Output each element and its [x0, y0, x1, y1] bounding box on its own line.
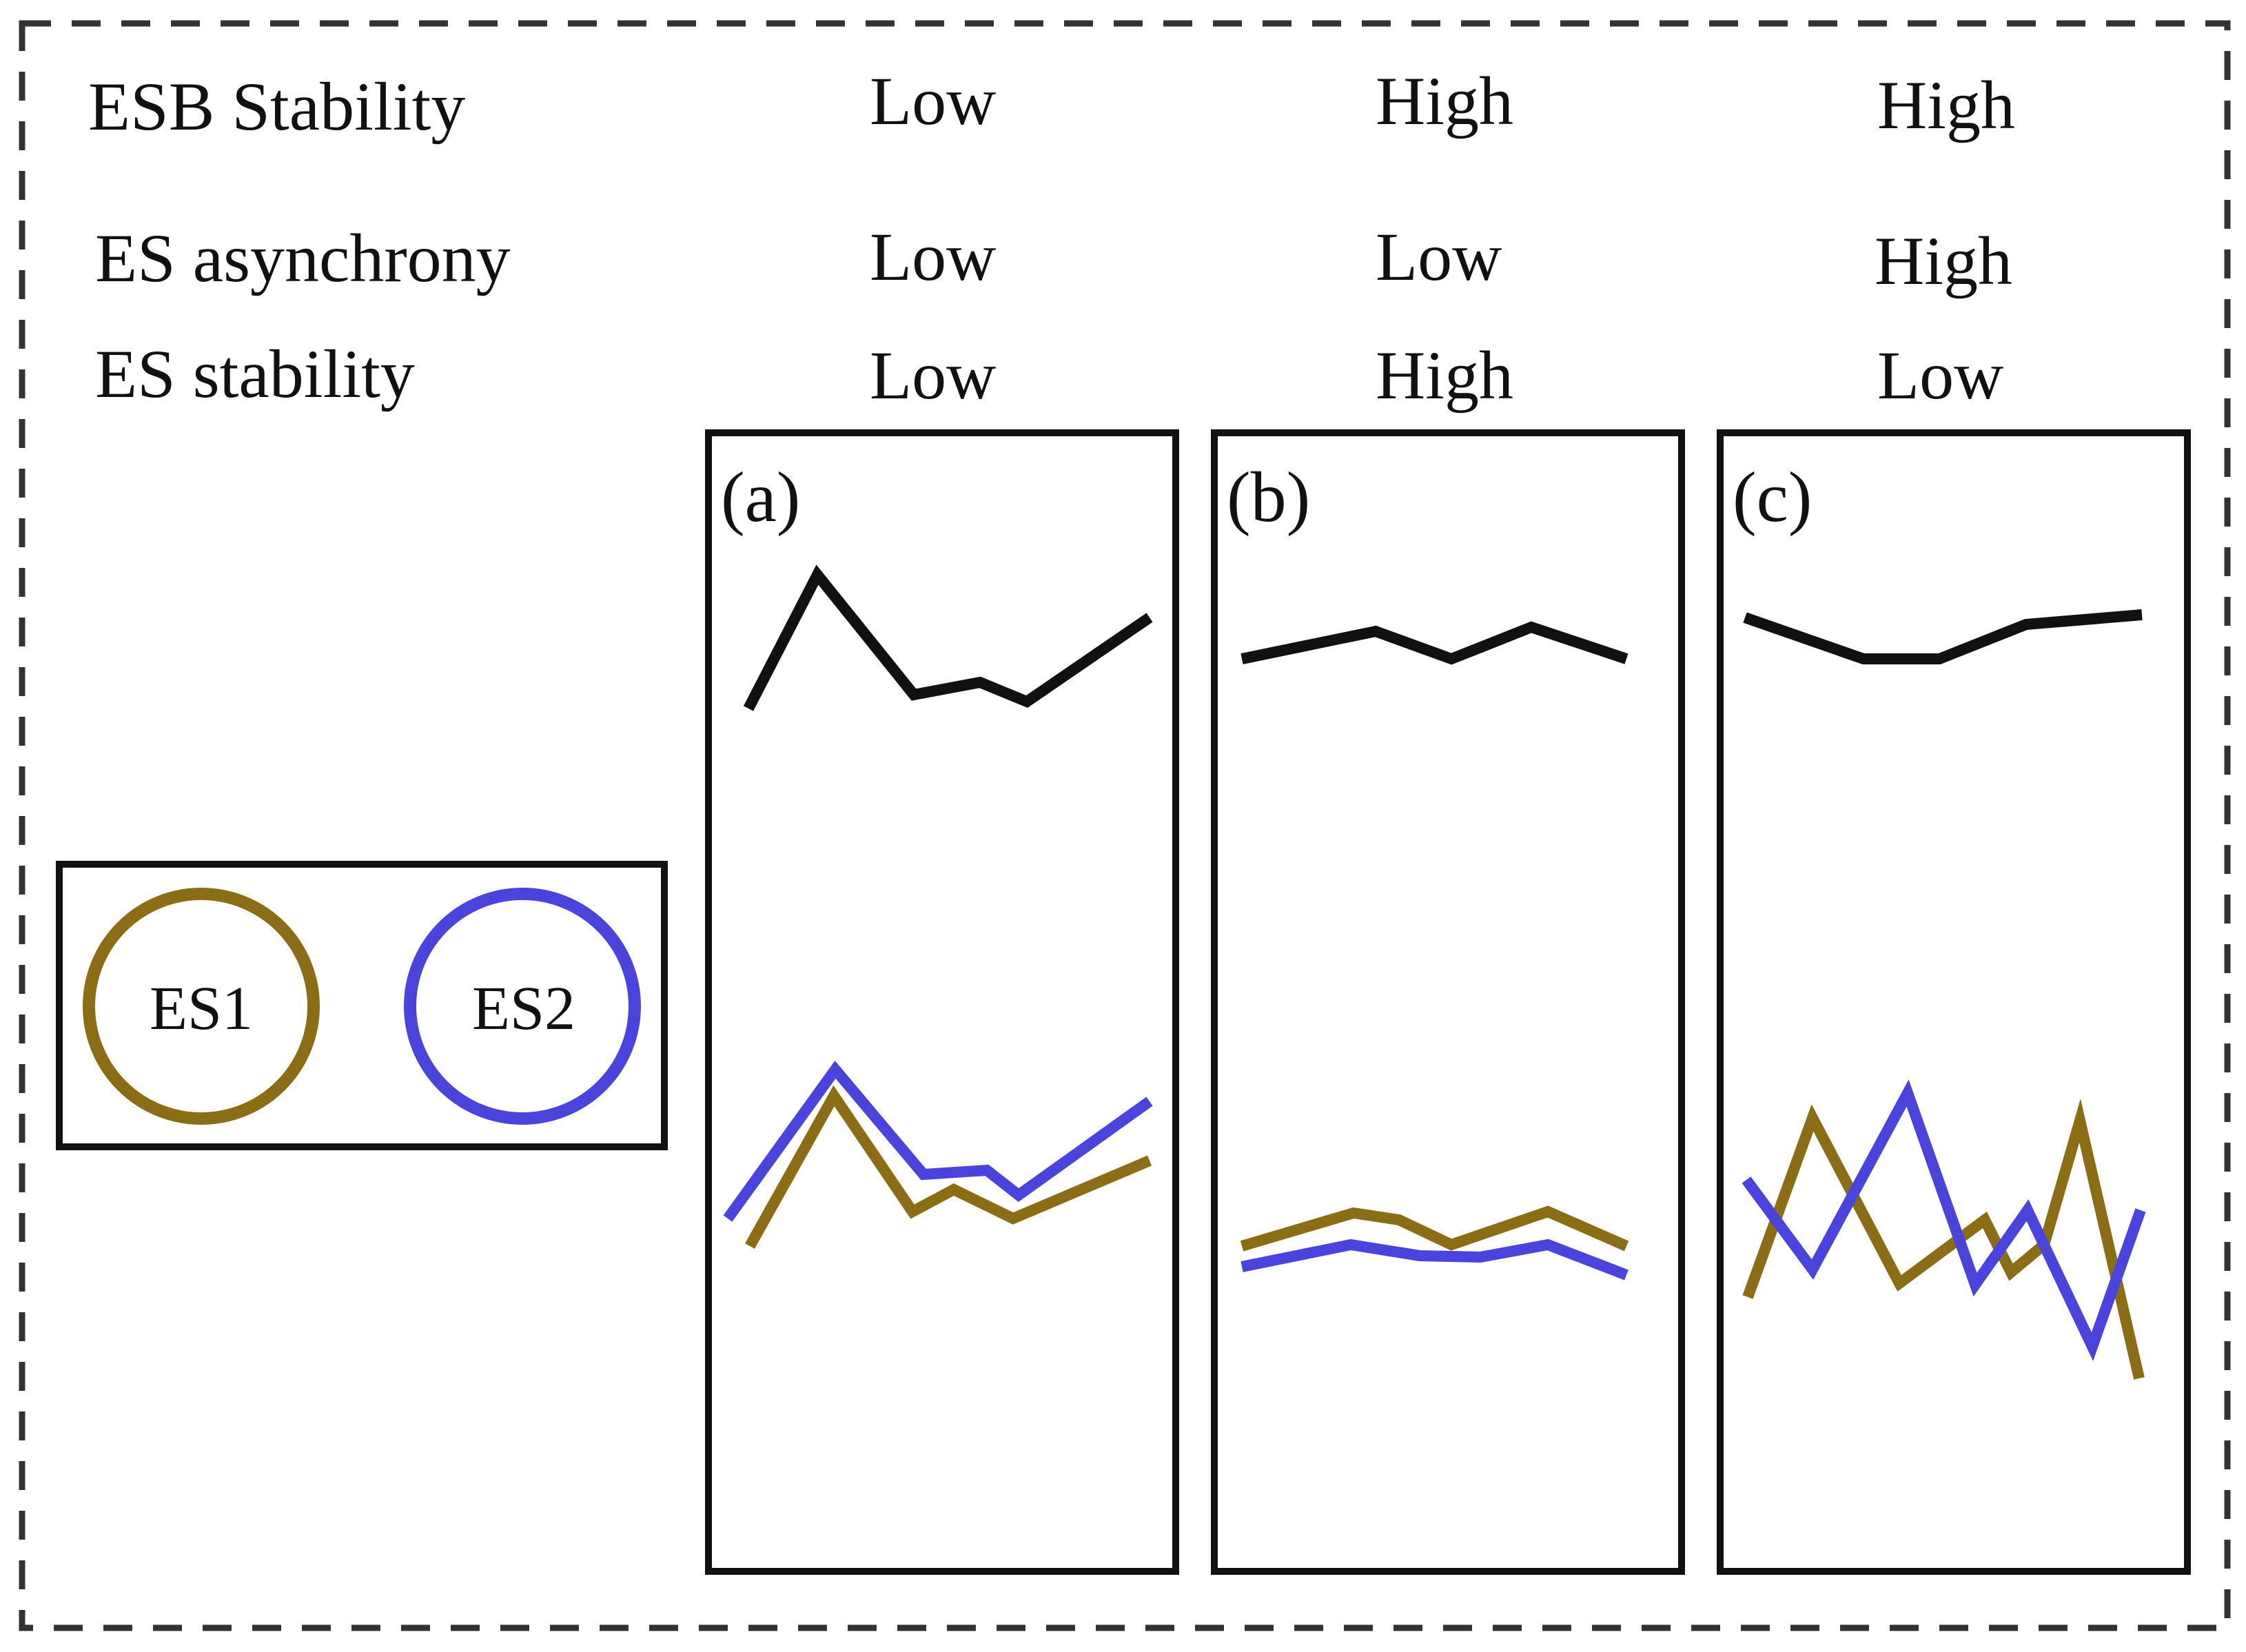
panel-c: (c)	[1717, 429, 2191, 1575]
es-asynchrony-value-a: Low	[870, 218, 996, 295]
row-label-es-stability: ES stability	[95, 336, 415, 412]
legend-frame	[56, 861, 668, 1150]
panel-c-frame	[1717, 429, 2191, 1575]
es-asynchrony-value-b: Low	[1376, 218, 1502, 295]
es-stability-value-b: High	[1376, 337, 1513, 414]
panel-c-es1-line	[1742, 1099, 2145, 1380]
esb-stability-value-a: Low	[870, 63, 996, 139]
esb-stability-value-b: High	[1376, 63, 1513, 139]
panel-a-es2-line	[723, 1061, 1153, 1222]
outer-dashed-border	[19, 20, 2231, 1631]
panel-b-esb-line	[1241, 621, 1629, 665]
es1-legend-circle	[83, 888, 320, 1125]
panel-c-letter: (c)	[1733, 458, 1812, 537]
row-label-esb-stability: ESB Stability	[88, 68, 465, 145]
panel-c-esb-line	[1743, 609, 2143, 664]
panel-c-es2-line	[1742, 1079, 2146, 1361]
panel-b-es2-line	[1241, 1238, 1629, 1281]
panel-a: (a)	[705, 429, 1179, 1575]
panel-b-frame	[1211, 429, 1685, 1575]
panel-b-letter: (b)	[1227, 458, 1310, 537]
es-stability-value-a: Low	[870, 337, 996, 414]
panel-a-frame	[705, 429, 1179, 1575]
panel-a-esb-line	[743, 564, 1153, 711]
es1-legend-label: ES1	[150, 975, 253, 1043]
esb-stability-value-c: High	[1877, 67, 2015, 143]
es-stability-value-c: Low	[1877, 337, 2003, 414]
panel-b-es1-line	[1240, 1205, 1629, 1252]
es2-legend-circle	[404, 888, 641, 1125]
es-asynchrony-value-c: High	[1875, 223, 2012, 299]
panel-b: (b)	[1211, 429, 1685, 1575]
es2-legend-label: ES2	[472, 975, 575, 1043]
legend: ES1 ES2	[56, 861, 668, 1150]
panel-a-es1-line	[745, 1085, 1152, 1249]
panel-a-letter: (a)	[721, 458, 800, 537]
row-label-es-asynchrony: ES asynchrony	[95, 220, 511, 296]
